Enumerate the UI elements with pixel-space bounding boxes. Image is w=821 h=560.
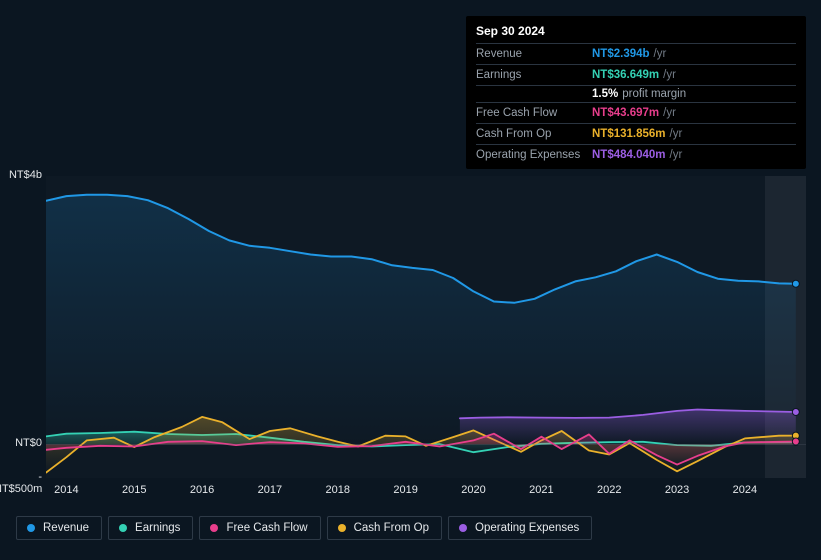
tooltip-row-suffix: /yr [670,126,683,142]
x-axis-label: 2016 [190,484,214,496]
legend-label: Revenue [43,522,89,534]
tooltip-row: Free Cash FlowNT$43.697m/yr [476,102,796,123]
tooltip-row-suffix: /yr [663,67,676,83]
y-axis-label: NT$0 [0,437,42,449]
chart-legend: Revenue Earnings Free Cash Flow Cash From O… [16,516,592,540]
tooltip-row-value: NT$2.394b [592,46,650,62]
financials-chart[interactable]: NT$4bNT$0-NT$500m 2014201520162017201820… [16,160,806,540]
x-axis-label: 2017 [258,484,282,496]
legend-item[interactable]: Operating Expenses [448,516,592,540]
legend-label: Operating Expenses [475,522,579,534]
legend-item[interactable]: Revenue [16,516,102,540]
data-tooltip: Sep 30 2024 RevenueNT$2.394b/yrEarningsN… [466,16,806,169]
legend-dot-icon [119,524,127,532]
legend-item[interactable]: Free Cash Flow [199,516,320,540]
tooltip-row-label: Revenue [476,46,592,62]
legend-dot-icon [210,524,218,532]
x-axis-label: 2018 [326,484,350,496]
tooltip-sub-text: profit margin [622,88,686,100]
x-axis-label: 2024 [733,484,757,496]
tooltip-row: RevenueNT$2.394b/yr [476,43,796,64]
tooltip-row: Cash From OpNT$131.856m/yr [476,123,796,144]
legend-label: Cash From Op [354,522,429,534]
tooltip-sub-pct: 1.5% [592,88,618,100]
tooltip-row-value: NT$43.697m [592,105,659,121]
legend-dot-icon [27,524,35,532]
x-axis-label: 2023 [665,484,689,496]
tooltip-row-value: NT$131.856m [592,126,666,142]
legend-item[interactable]: Earnings [108,516,193,540]
x-axis-label: 2020 [461,484,485,496]
tooltip-row: EarningsNT$36.649m/yr [476,64,796,85]
x-axis-label: 2021 [529,484,553,496]
x-axis: 2014 2015 2016 2017 2018 2019 2020 2021 2022 2023… [16,484,806,500]
legend-label: Free Cash Flow [226,522,307,534]
x-axis-label: 2015 [122,484,146,496]
y-axis-label: NT$4b [0,169,42,181]
x-axis-label: 2022 [597,484,621,496]
legend-item[interactable]: Cash From Op [327,516,442,540]
chart-plot [46,176,806,478]
x-axis-label: 2019 [393,484,417,496]
tooltip-row-label: Earnings [476,67,592,83]
tooltip-subrow: 1.5% profit margin [476,85,796,102]
tooltip-row-suffix: /yr [663,105,676,121]
legend-label: Earnings [135,522,180,534]
x-axis-label: 2014 [54,484,78,496]
tooltip-row-label: Free Cash Flow [476,105,592,121]
tooltip-title: Sep 30 2024 [476,22,796,43]
tooltip-row-suffix: /yr [654,46,667,62]
tooltip-row-value: NT$36.649m [592,67,659,83]
legend-dot-icon [338,524,346,532]
legend-dot-icon [459,524,467,532]
tooltip-row-label: Cash From Op [476,126,592,142]
